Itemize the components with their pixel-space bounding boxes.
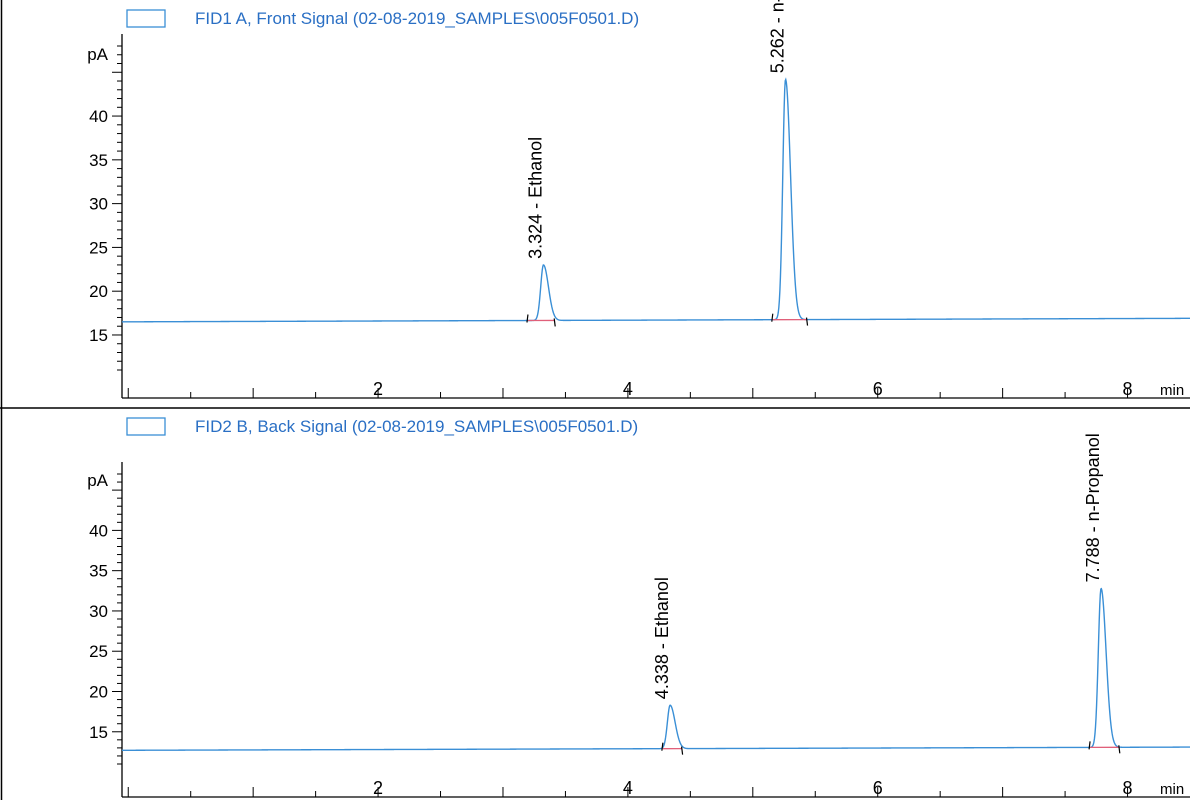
peak-start-marker [527,315,528,323]
peak-start-marker [772,314,773,322]
peak-start-marker [662,743,663,751]
peak-end-marker [554,318,555,326]
y-tick-label: 35 [89,151,108,170]
x-axis-unit: min [1160,382,1184,399]
legend-swatch [127,418,165,435]
chromatogram-panel-1: FID1 A, Front Signal (02-08-2019_SAMPLES… [87,0,1190,399]
y-tick-label: 25 [89,238,108,257]
x-axis-unit: min [1160,781,1184,798]
y-tick-label: 15 [89,326,108,345]
y-tick-label: 30 [89,602,108,621]
legend-swatch [127,10,165,27]
y-tick-label: 40 [89,521,108,540]
x-tick-label: 4 [623,379,633,399]
y-tick-label: 20 [89,282,108,301]
y-tick-label: 15 [89,723,108,742]
x-tick-label: 8 [1123,379,1133,399]
peak-label: 3.324 - Ethanol [525,137,545,259]
peak-end-marker [682,747,683,755]
x-tick-label: 6 [873,778,883,798]
x-tick-label: 6 [873,379,883,399]
y-axis-unit: pA [87,471,108,490]
peak-start-marker [1089,741,1090,749]
peak-end-marker [807,318,808,326]
chart-title: FID1 A, Front Signal (02-08-2019_SAMPLES… [195,9,639,28]
y-tick-label: 30 [89,195,108,214]
y-axis-unit: pA [87,45,108,64]
y-tick-label: 25 [89,642,108,661]
peak-label: 5.262 - n-Propanol [768,0,788,73]
x-tick-label: 8 [1123,778,1133,798]
x-tick-label: 2 [373,778,383,798]
y-tick-label: 35 [89,562,108,581]
y-tick-label: 40 [89,107,108,126]
y-tick-label: 20 [89,683,108,702]
peak-label: 7.788 - n-Propanol [1083,433,1103,582]
x-tick-label: 4 [623,778,633,798]
chromatogram-panel-2: FID2 B, Back Signal (02-08-2019_SAMPLES\… [87,417,1190,798]
x-tick-label: 2 [373,379,383,399]
signal-trace [122,80,1190,322]
peak-label: 4.338 - Ethanol [652,577,672,699]
chart-title: FID2 B, Back Signal (02-08-2019_SAMPLES\… [195,417,638,436]
